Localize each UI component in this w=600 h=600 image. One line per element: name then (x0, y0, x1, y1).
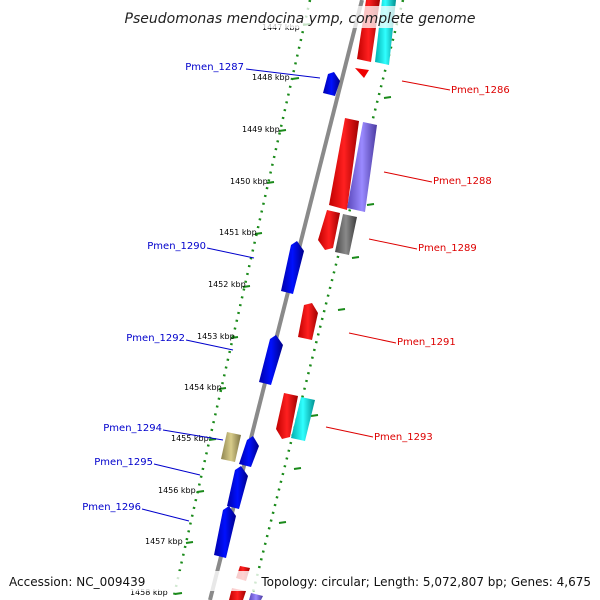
inner-tick (208, 438, 217, 441)
gene-label-pmen-1294: Pmen_1294 (103, 423, 162, 434)
outer-ticks (278, 96, 392, 524)
title-backdrop (125, 6, 475, 28)
leader-pmen-1288 (383, 171, 433, 183)
map-title: Pseudomonas mendocina ymp, complete geno… (125, 11, 476, 27)
inner-tick (185, 541, 194, 544)
gene-pmen-1293 (276, 393, 298, 439)
leader-pmen-1296 (141, 508, 190, 522)
outer-tick (351, 256, 360, 259)
gene-pmen-1290 (281, 241, 304, 294)
inner-tick (266, 181, 275, 184)
gene-pmen-1296b (214, 506, 236, 558)
outer-track-genes (249, 0, 396, 600)
gene-pmen-1299-purple (249, 593, 263, 600)
leader-pmen-1292 (185, 339, 234, 351)
leader-pmen-1287 (245, 68, 321, 79)
inner-tick (230, 336, 239, 339)
gene-label-pmen-1286: Pmen_1286 (451, 85, 510, 96)
forward-gene-labels: Pmen_1287 Pmen_1290 Pmen_1292 Pmen_1294 … (82, 62, 244, 513)
leader-pmen-1294 (162, 429, 224, 441)
footer-backdrop (4, 571, 596, 591)
gene-pmen-1295 (239, 436, 259, 467)
inner-tick (254, 232, 263, 235)
gene-pmen-1289 (318, 210, 340, 250)
inner-tick (291, 77, 300, 80)
outer-tick (293, 467, 302, 470)
scale-dotted-lines (171, 0, 405, 600)
gene-pmen-1292 (259, 335, 283, 385)
gene-pmen-1296 (227, 466, 248, 509)
gene-pmen-1294 (221, 432, 241, 462)
leader-pmen-1293 (325, 426, 374, 438)
kbp-label: 1455 kbp (171, 434, 209, 443)
gene-pmen-1291 (298, 303, 318, 340)
leader-pmen-1291 (348, 332, 397, 344)
kbp-label: 1457 kbp (145, 537, 183, 546)
outer-tick (310, 414, 319, 417)
forward-genes (214, 72, 340, 558)
gene-label-pmen-1291: Pmen_1291 (397, 337, 456, 348)
kbp-label: 1449 kbp (242, 125, 280, 134)
leader-pmen-1290 (206, 247, 255, 259)
inner-scale-line (171, 0, 312, 600)
leader-pmen-1289 (368, 238, 418, 250)
kbp-label: 1454 kbp (184, 383, 222, 392)
kbp-label: 1452 kbp (208, 280, 246, 289)
gene-label-pmen-1293: Pmen_1293 (374, 432, 433, 443)
gene-label-pmen-1292: Pmen_1292 (126, 333, 185, 344)
kbp-label: 1448 kbp (252, 73, 290, 82)
kbp-label: 1451 kbp (219, 228, 257, 237)
kbp-label: 1450 kbp (230, 177, 268, 186)
reverse-genes (229, 0, 380, 600)
gene-label-pmen-1290: Pmen_1290 (147, 241, 206, 252)
outer-tick (278, 521, 287, 524)
genome-backbone (208, 0, 364, 600)
gene-label-pmen-1295: Pmen_1295 (94, 457, 153, 468)
gene-label-pmen-1287: Pmen_1287 (185, 62, 244, 73)
gene-label-pmen-1289: Pmen_1289 (418, 243, 477, 254)
gene-pmen-1288 (329, 118, 359, 210)
gene-label-pmen-1288: Pmen_1288 (433, 176, 492, 187)
kbp-label: 1453 kbp (197, 332, 235, 341)
leader-pmen-1286 (401, 80, 451, 91)
inner-tick (218, 387, 227, 390)
accession-text: Accession: NC_009439 (9, 575, 145, 589)
gene-label-pmen-1296: Pmen_1296 (82, 502, 141, 513)
kbp-label: 1456 kbp (158, 486, 196, 495)
gene-pmen-1286-arrow (355, 68, 369, 78)
kbp-label: 1458 kbp (130, 588, 168, 597)
outer-tick (366, 203, 375, 206)
outer-tick (337, 308, 346, 311)
inner-tick (196, 490, 205, 493)
reverse-gene-labels: Pmen_1286 Pmen_1288 Pmen_1289 Pmen_1291 … (374, 85, 510, 443)
outer-tick (383, 96, 392, 99)
gene-pmen-1287 (323, 72, 340, 96)
leader-pmen-1295 (153, 463, 201, 476)
gene-pmen-1288-purple (347, 122, 377, 212)
gene-pmen-1293-cyan (291, 397, 315, 441)
inner-tick (174, 592, 183, 595)
inner-tick (278, 129, 287, 132)
inner-tick (242, 285, 251, 288)
inner-ticks (174, 23, 311, 595)
label-leaders (141, 68, 451, 522)
kbp-labels: 1447 kbp 1448 kbp 1449 kbp 1450 kbp 1451… (130, 23, 300, 597)
gene-pmen-1289-gray (335, 214, 357, 255)
topology-text: Topology: circular; Length: 5,072,807 bp… (260, 575, 591, 589)
